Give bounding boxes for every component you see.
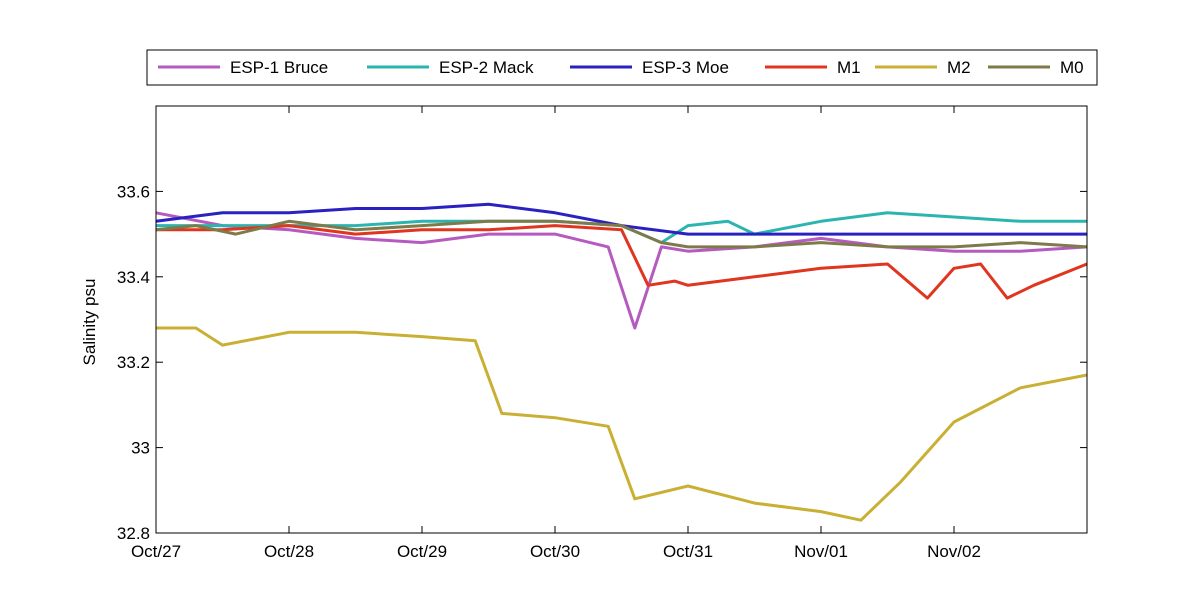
series-line-3 (156, 224, 1088, 300)
legend-label: ESP-2 Mack (439, 58, 534, 77)
series-line-5 (155, 219, 1088, 249)
legend-label: M2 (947, 58, 971, 77)
y-tick-label: 33.4 (117, 268, 150, 287)
plot-frame (155, 105, 1088, 534)
y-axis-label: Salinity psu (80, 279, 99, 366)
axes-layer: Oct/27 Oct/28 Oct/29 Oct/30 Oct/31 Nov/01 Nov/… (117, 106, 1087, 561)
x-tick-label: Oct/31 (663, 542, 713, 561)
y-tick-label: 32.8 (117, 524, 150, 543)
x-tick-label: Nov/02 (927, 542, 981, 561)
y-tick-label: 33.2 (117, 353, 150, 372)
legend-entry: ESP-3 Moe (570, 58, 729, 77)
plot-area (156, 106, 1087, 533)
legend-entry: M1 (765, 58, 861, 77)
x-tick-label: Nov/01 (794, 542, 848, 561)
legend-entry: M2 (875, 58, 971, 77)
x-tick-label: Oct/28 (264, 542, 314, 561)
legend: ESP-1 Bruce ESP-2 Mack ESP-3 Moe M1 M2 M0 (146, 49, 1098, 86)
legend-entry: ESP-2 Mack (367, 58, 534, 77)
series-line-4 (156, 326, 1088, 522)
series-layer (155, 202, 1088, 522)
legend-entry: ESP-1 Bruce (158, 58, 328, 77)
legend-label: M1 (837, 58, 861, 77)
legend-label: M0 (1060, 58, 1084, 77)
legend-label: ESP-3 Moe (642, 58, 729, 77)
x-tick-label: Oct/30 (530, 542, 580, 561)
x-tick-label: Oct/29 (397, 542, 447, 561)
y-tick-label: 33 (131, 439, 150, 458)
x-tick-label: Oct/27 (131, 542, 181, 561)
legend-entry: M0 (988, 58, 1084, 77)
legend-label: ESP-1 Bruce (230, 58, 328, 77)
legend-items: ESP-1 Bruce ESP-2 Mack ESP-3 Moe M1 M2 M0 (158, 58, 1084, 77)
y-tick-label: 33.6 (117, 182, 150, 201)
